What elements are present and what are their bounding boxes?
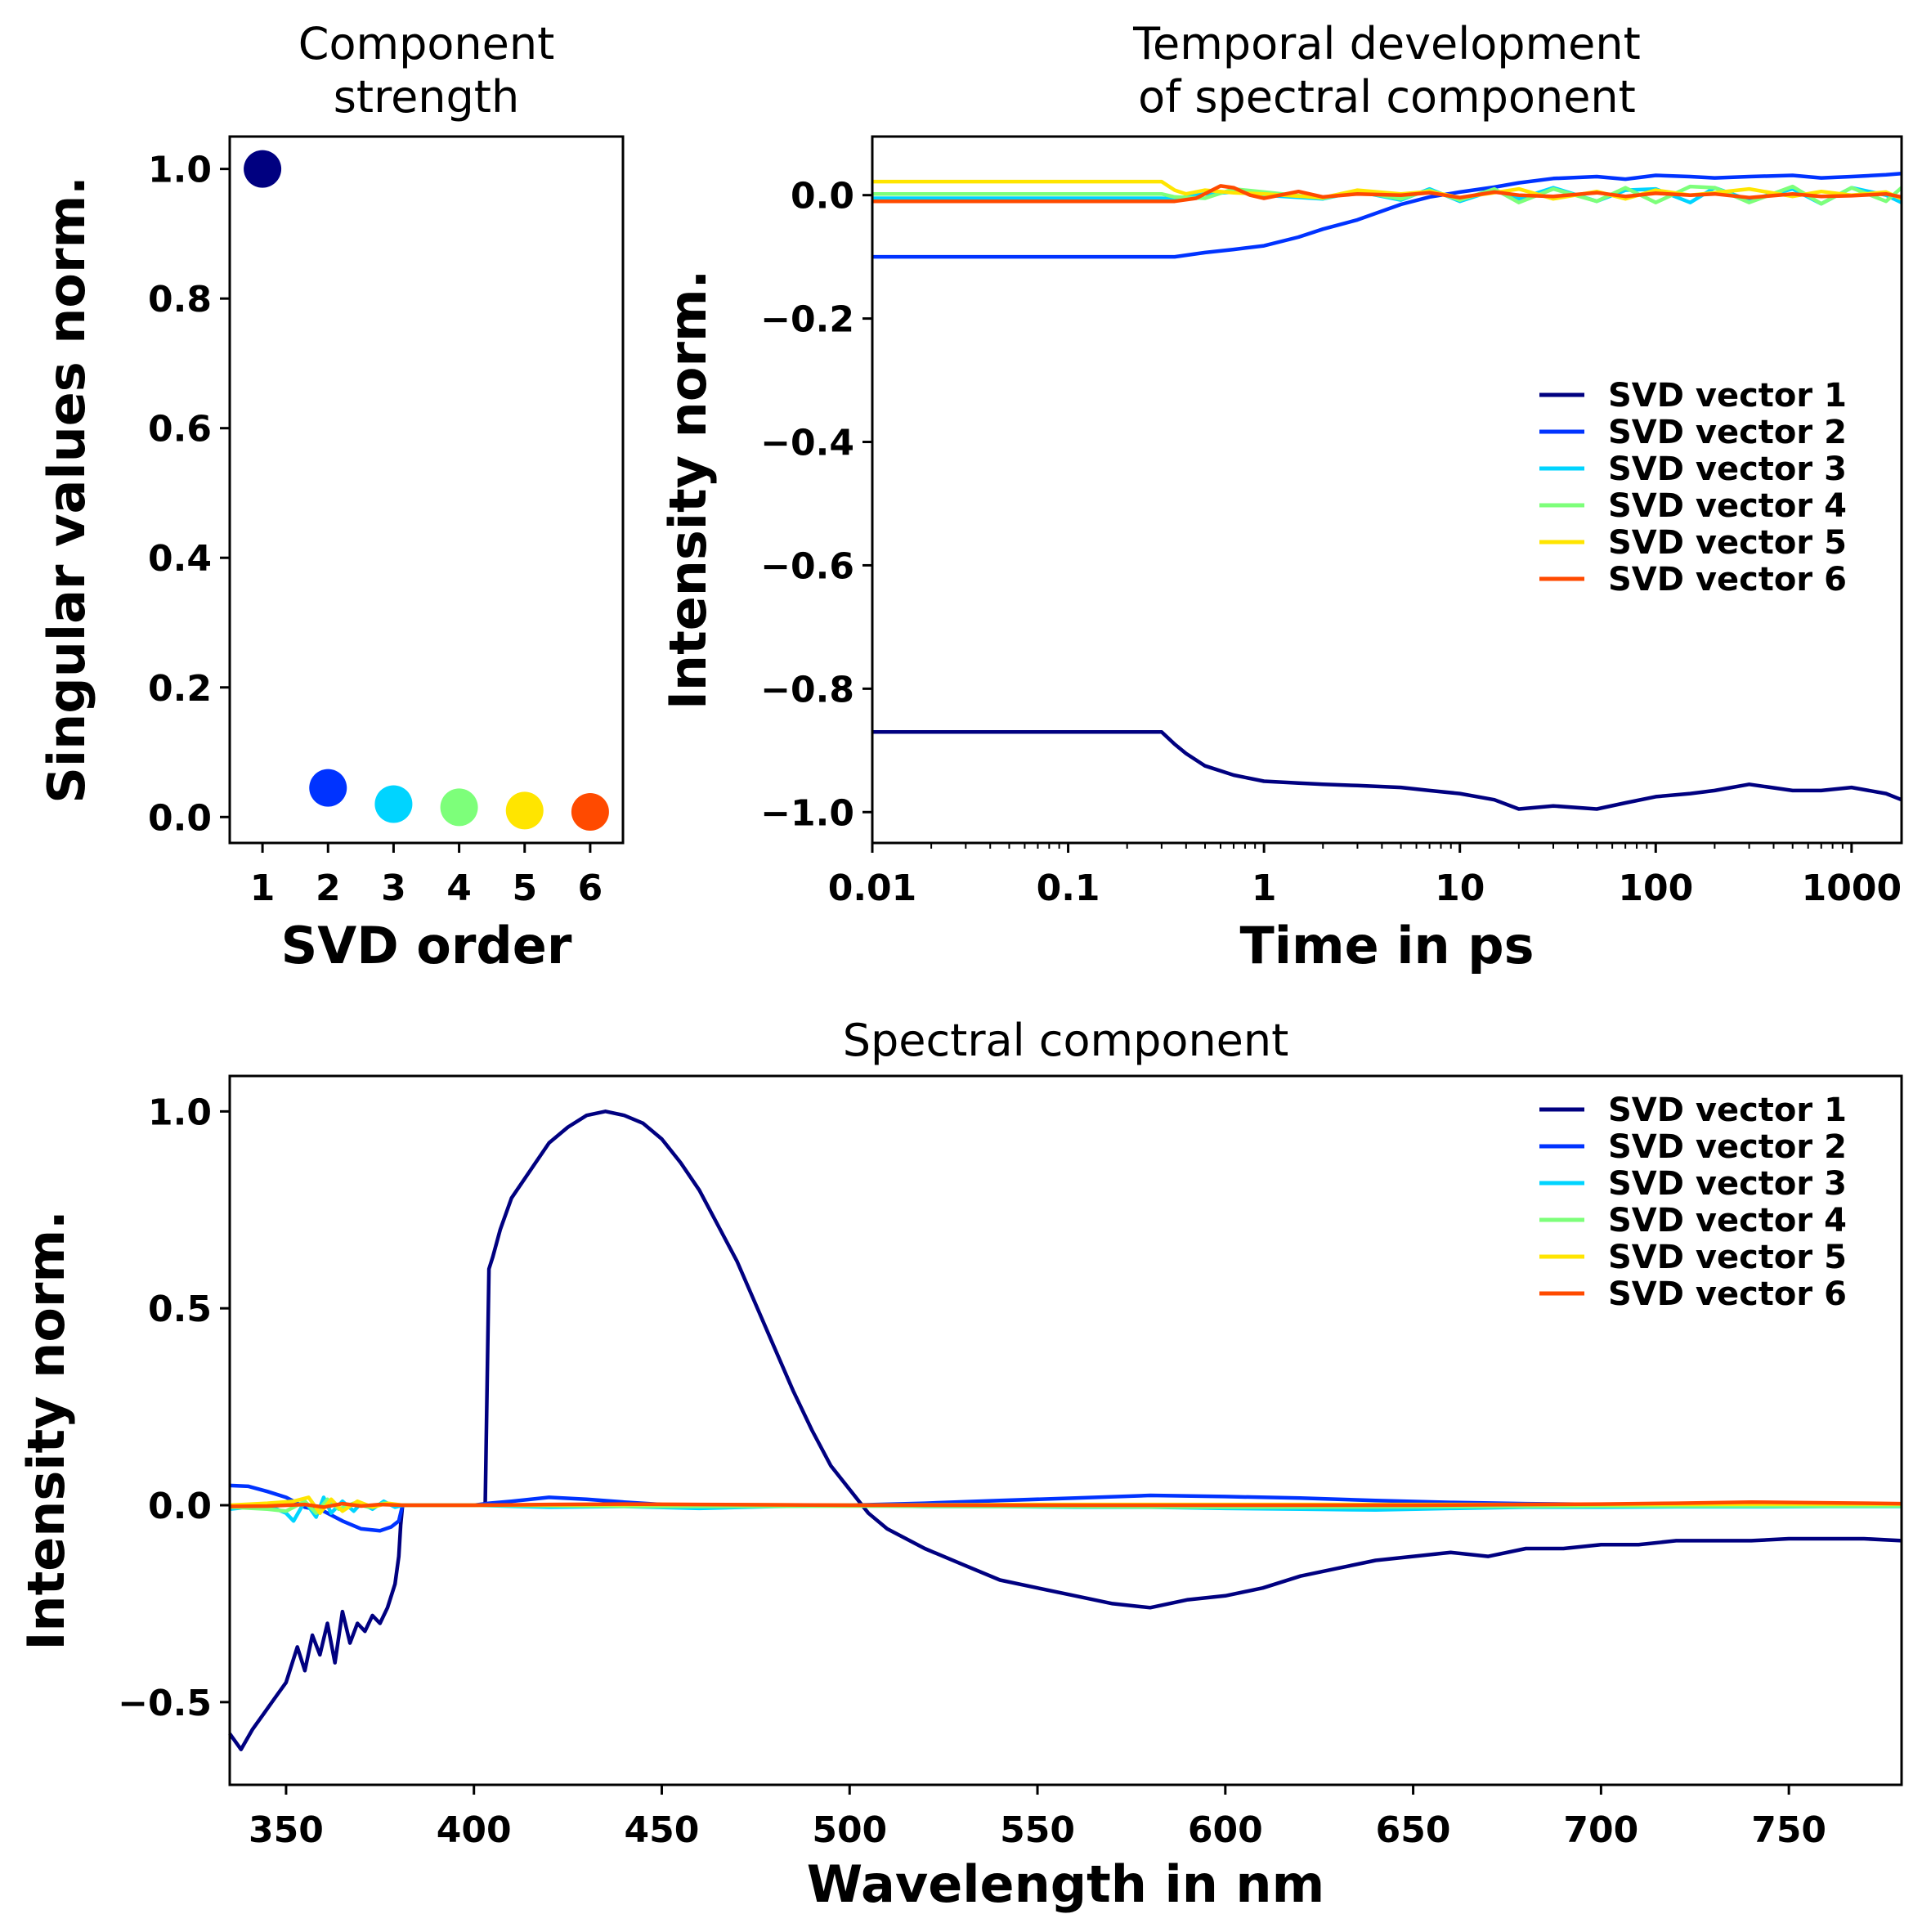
y-axis-label: Intensity norm.	[658, 270, 718, 710]
spectral-frame	[228, 1074, 1903, 1786]
spectral-series-line	[229, 1483, 1902, 1533]
legend-label: SVD vector 4	[1608, 1202, 1847, 1239]
x-tick-label: 0.1	[1037, 867, 1100, 909]
y-axis-label: Singular values norm.	[37, 176, 96, 803]
legend-label: SVD vector 2	[1608, 414, 1847, 451]
y-tick-label: 0.5	[148, 1289, 212, 1330]
temporal-frame	[871, 135, 1903, 845]
singular-value-point	[440, 788, 478, 827]
x-tick-label: 750	[1751, 1809, 1826, 1851]
chart-title: Spectral component	[843, 1015, 1289, 1066]
x-tick-label: 1000	[1802, 867, 1902, 909]
singular-value-point	[309, 769, 347, 807]
y-tick-label: 0.0	[148, 1486, 212, 1527]
x-tick-label: 500	[812, 1809, 887, 1851]
x-axis-label: SVD order	[281, 916, 572, 975]
y-tick-label: 0.8	[148, 279, 212, 321]
temporal-development-panel: 0.01 0.1 1 10 100 1000 −1.0 −0.8 −0.6 −0.4 −0.2 0.0…	[658, 18, 1903, 975]
y-axis-label: Intensity norm.	[16, 1210, 76, 1650]
y-tick-label: −0.5	[118, 1683, 212, 1724]
temporal-series-line	[872, 184, 1902, 204]
legend-label: SVD vector 2	[1608, 1128, 1847, 1166]
x-tick-label: 5	[512, 867, 537, 909]
legend-label: SVD vector 5	[1608, 1239, 1847, 1276]
x-axis-label: Time in ps	[1239, 916, 1534, 975]
temporal-series-line	[872, 729, 1902, 811]
chart-title: of spectral component	[1138, 71, 1636, 123]
singular-value-point	[244, 150, 282, 188]
legend-label: SVD vector 4	[1608, 487, 1847, 525]
x-tick-label: 550	[1000, 1809, 1075, 1851]
y-tick-label: −1.0	[760, 792, 854, 834]
y-tick-label: 1.0	[148, 150, 212, 191]
chart-title: Component	[298, 18, 555, 69]
x-tick-label: 3	[381, 867, 406, 909]
y-tick-label: 1.0	[148, 1092, 212, 1133]
component-strength-panel: 1 2 3 4 5 6 0.0 0.2 0.4 0.6 0.8 1.0 Componentstrengt…	[37, 18, 625, 975]
spectral-series-line	[228, 1109, 1902, 1751]
legend-label: SVD vector 1	[1608, 1092, 1847, 1129]
x-tick-label: 10	[1435, 867, 1485, 909]
legend-label: SVD vector 3	[1608, 451, 1847, 488]
x-tick-label: 6	[578, 867, 603, 909]
x-tick-label: 1	[250, 867, 276, 909]
x-axis-label: Wavelength in nm	[807, 1854, 1324, 1914]
chart-title: Temporal development	[1132, 18, 1641, 69]
legend-label: SVD vector 5	[1608, 524, 1847, 562]
temporal-series-line	[872, 172, 1902, 259]
spectral-series-line	[229, 1499, 1902, 1509]
y-tick-label: 0.0	[148, 797, 212, 839]
singular-value-point	[505, 791, 544, 830]
y-tick-label: 0.2	[148, 668, 212, 710]
spectral-component-panel: 350 400 450 500 550 600 650 700 750 −0.5 0.0 0.5 1.0…	[16, 1015, 1903, 1914]
strength-frame	[228, 135, 625, 845]
singular-value-point	[571, 792, 609, 831]
legend-label: SVD vector 6	[1608, 1275, 1847, 1313]
y-tick-label: −0.2	[760, 299, 854, 341]
singular-value-point	[374, 785, 413, 823]
y-tick-label: −0.6	[760, 545, 854, 587]
y-tick-label: −0.8	[760, 669, 854, 710]
x-tick-label: 400	[437, 1809, 512, 1851]
x-tick-label: 600	[1188, 1809, 1263, 1851]
x-tick-label: 2	[316, 867, 341, 909]
legend-label: SVD vector 1	[1608, 377, 1847, 415]
legend-label: SVD vector 6	[1608, 561, 1847, 598]
x-tick-label: 100	[1618, 867, 1693, 909]
y-tick-label: 0.4	[148, 538, 212, 580]
chart-title: strength	[334, 71, 519, 123]
y-tick-label: 0.6	[148, 409, 212, 451]
x-tick-label: 350	[249, 1809, 324, 1851]
x-tick-label: 0.01	[828, 867, 917, 909]
legend-label: SVD vector 3	[1608, 1165, 1847, 1203]
x-tick-label: 4	[446, 867, 472, 909]
x-tick-label: 650	[1376, 1809, 1451, 1851]
x-tick-label: 1	[1252, 867, 1277, 909]
x-tick-label: 700	[1563, 1809, 1638, 1851]
x-tick-label: 450	[625, 1809, 700, 1851]
spectral-series-line	[229, 1495, 1902, 1523]
y-tick-label: 0.0	[791, 176, 854, 217]
y-tick-label: −0.4	[760, 423, 854, 464]
